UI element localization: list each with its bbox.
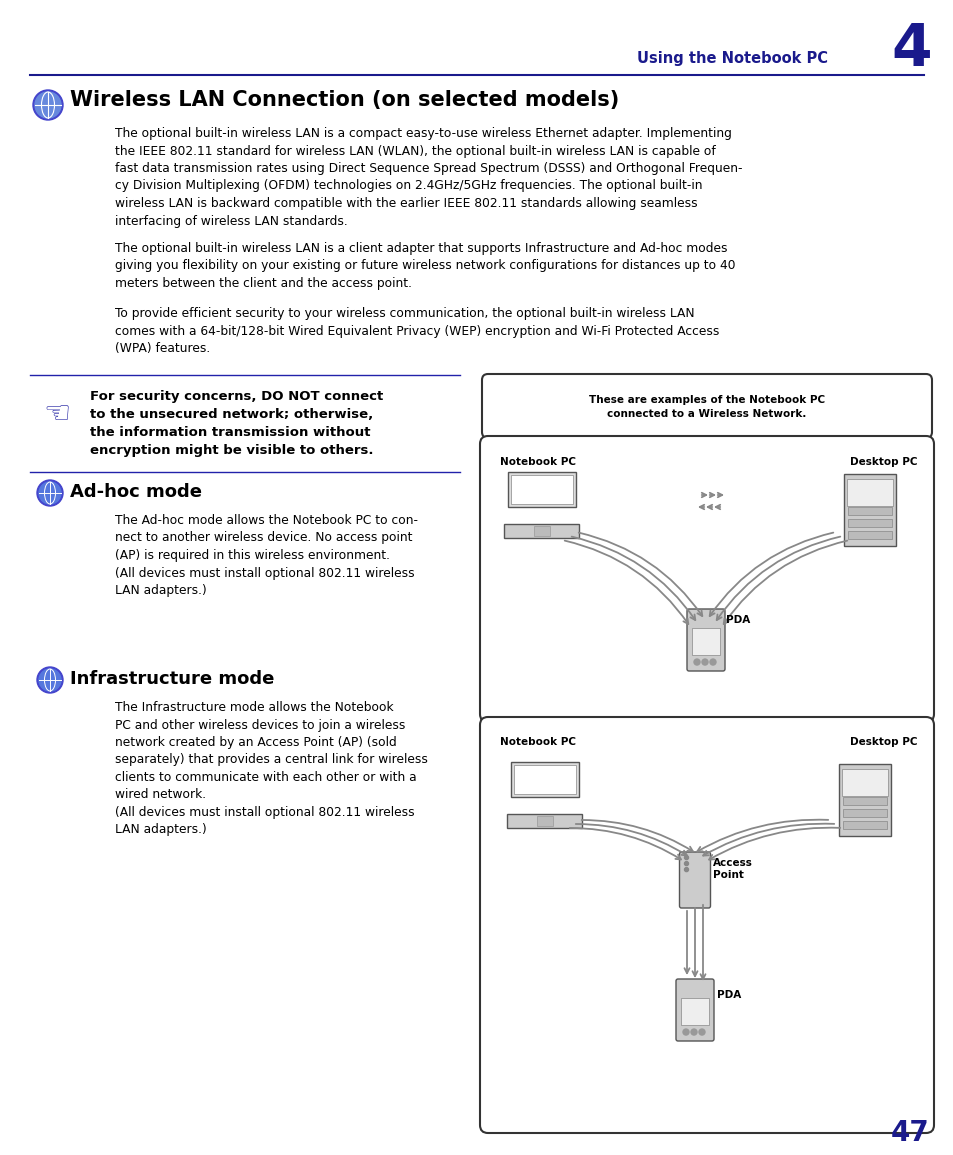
FancyBboxPatch shape (679, 852, 710, 908)
Bar (511, 475, 572, 505)
Bar (842, 821, 886, 829)
Bar (847, 531, 891, 538)
Circle shape (682, 1029, 688, 1035)
Circle shape (684, 856, 688, 859)
Bar (847, 507, 891, 515)
Circle shape (684, 862, 688, 865)
Bar (534, 526, 550, 536)
Circle shape (690, 1029, 697, 1035)
Text: The Ad-hoc mode allows the Notebook PC to con-
nect to another wireless device. : The Ad-hoc mode allows the Notebook PC t… (115, 514, 417, 597)
Bar (842, 808, 886, 817)
Text: Notebook PC: Notebook PC (499, 457, 576, 467)
FancyBboxPatch shape (686, 609, 724, 671)
Circle shape (709, 660, 716, 665)
Text: Using the Notebook PC: Using the Notebook PC (637, 51, 827, 66)
Text: PDA: PDA (725, 614, 749, 625)
Circle shape (39, 482, 61, 504)
Circle shape (693, 660, 700, 665)
Bar (504, 523, 578, 537)
Text: The Infrastructure mode allows the Notebook
PC and other wireless devices to joi: The Infrastructure mode allows the Noteb… (115, 701, 428, 836)
Text: Notebook PC: Notebook PC (499, 737, 576, 747)
Text: 47: 47 (890, 1119, 928, 1147)
Bar (847, 519, 891, 527)
Bar (514, 765, 576, 795)
Circle shape (33, 90, 63, 120)
Text: 4: 4 (891, 22, 931, 79)
Bar (680, 998, 708, 1024)
Circle shape (35, 92, 61, 118)
Text: These are examples of the Notebook PC
connected to a Wireless Network.: These are examples of the Notebook PC co… (588, 395, 824, 418)
FancyBboxPatch shape (479, 717, 933, 1133)
Text: To provide efficient security to your wireless communication, the optional built: To provide efficient security to your wi… (115, 307, 719, 355)
Text: Ad-hoc mode: Ad-hoc mode (70, 483, 202, 501)
FancyBboxPatch shape (479, 435, 933, 722)
Text: For security concerns, DO NOT connect
to the unsecured network; otherwise,
the i: For security concerns, DO NOT connect to… (90, 390, 383, 457)
Circle shape (701, 660, 707, 665)
Bar (846, 479, 892, 506)
Text: Wireless LAN Connection (on selected models): Wireless LAN Connection (on selected mod… (70, 90, 618, 110)
Text: Desktop PC: Desktop PC (850, 737, 917, 747)
Bar (838, 763, 890, 836)
FancyBboxPatch shape (481, 374, 931, 438)
Bar (842, 797, 886, 805)
Circle shape (37, 480, 63, 506)
Circle shape (39, 669, 61, 691)
Bar (507, 814, 582, 827)
Text: The optional built-in wireless LAN is a compact easy-to-use wireless Ethernet ad: The optional built-in wireless LAN is a … (115, 127, 741, 228)
Text: Infrastructure mode: Infrastructure mode (70, 670, 274, 688)
Bar (537, 815, 553, 826)
Bar (691, 628, 720, 655)
Circle shape (699, 1029, 704, 1035)
Text: Access
Point: Access Point (712, 858, 752, 880)
Circle shape (684, 867, 688, 872)
Text: Desktop PC: Desktop PC (850, 457, 917, 467)
Bar (508, 471, 576, 507)
FancyBboxPatch shape (676, 979, 713, 1041)
Text: The optional built-in wireless LAN is a client adapter that supports Infrastruct: The optional built-in wireless LAN is a … (115, 243, 735, 290)
Bar (841, 769, 887, 797)
Circle shape (37, 666, 63, 693)
Text: ☜: ☜ (43, 401, 71, 430)
Bar (511, 761, 578, 797)
Bar (843, 474, 895, 546)
Text: PDA: PDA (717, 990, 740, 1000)
